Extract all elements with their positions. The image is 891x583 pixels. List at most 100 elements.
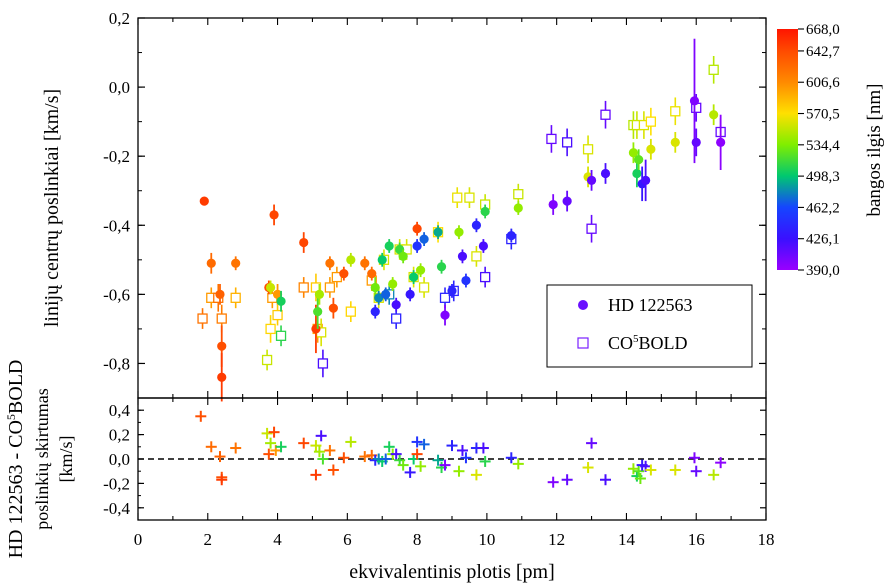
- x-tick-label: 2: [204, 530, 213, 549]
- colorbar-tick-label: 426,1: [806, 232, 840, 248]
- difference-point: [690, 465, 702, 477]
- bottom-data-points: [195, 410, 727, 488]
- difference-point: [338, 452, 350, 464]
- hd122563-point: [634, 155, 644, 165]
- hd122563-point: [709, 110, 719, 120]
- hd122563-point: [433, 227, 443, 237]
- difference-point: [275, 441, 287, 453]
- co5bold-point: [261, 354, 273, 366]
- hd122563-point: [391, 300, 401, 310]
- co5bold-point: [645, 116, 657, 127]
- difference-point: [688, 452, 700, 464]
- co5bold-point: [391, 313, 402, 324]
- hd122563-point: [447, 286, 457, 296]
- legend-marker-hd122563: [578, 300, 588, 310]
- hd122563-point: [276, 296, 286, 306]
- colorbar-ticks: 668,0 642,7 606,6 570,5 534,4 498,3 462,2 426,1…: [798, 22, 840, 279]
- difference-point: [547, 476, 559, 488]
- hd122563-point: [440, 310, 450, 320]
- difference-point: [432, 454, 444, 466]
- hd122563-point: [367, 269, 377, 279]
- hd122563-point: [328, 303, 338, 313]
- difference-point: [479, 455, 491, 467]
- top-y-tick-label: -0,4: [103, 216, 130, 235]
- co5bold-point: [513, 189, 524, 200]
- hd122563-point: [632, 168, 642, 179]
- difference-point: [313, 446, 325, 458]
- bottom-ticks: 0,4 0,2 0,0 -0,2 -0,40 2 4 6 8 10 12 14 16 18: [103, 397, 775, 549]
- difference-point: [205, 441, 217, 453]
- co5bold-point: [216, 313, 227, 324]
- hd122563-point: [360, 258, 370, 268]
- bottom-y-axis-title-line3: [km/s]: [56, 436, 76, 483]
- top-y-tick-label: 0,0: [109, 78, 130, 97]
- co5bold-point: [317, 358, 329, 369]
- difference-point: [418, 438, 430, 450]
- difference-point: [582, 462, 594, 474]
- x-tick-label: 6: [343, 530, 352, 549]
- co5bold-point: [298, 282, 309, 293]
- hd122563-point: [412, 241, 422, 251]
- colorbar-tick-label: 534,4: [806, 138, 840, 154]
- legend-label-co5bold: CO5BOLD: [608, 333, 688, 353]
- colorbar-tick-label: 570,5: [806, 107, 840, 123]
- difference-point: [411, 436, 423, 448]
- x-tick-label: 18: [758, 530, 775, 549]
- hd122563-point: [269, 210, 279, 220]
- co5bold-point: [272, 309, 283, 321]
- top-y-tick-label: -0,2: [103, 147, 130, 166]
- colorbar: 668,0 642,7 606,6 570,5 534,4 498,3 462,2 426,1…: [777, 22, 885, 279]
- bottom-y-tick-label: 0,0: [109, 450, 130, 469]
- hd122563-point: [381, 289, 391, 299]
- hd122563-point: [716, 137, 726, 147]
- difference-point: [310, 469, 322, 481]
- legend-label-hd122563: HD 122563: [608, 295, 693, 315]
- difference-point: [439, 459, 451, 471]
- top-y-axis-title: linijų centrų poslinkiai [km/s]: [41, 89, 63, 327]
- difference-point: [669, 464, 681, 476]
- difference-point: [268, 426, 280, 438]
- difference-point: [415, 460, 427, 472]
- co5bold-point: [600, 109, 611, 120]
- hd122563-point: [454, 227, 464, 237]
- difference-point: [230, 442, 242, 454]
- hd122563-point: [370, 282, 380, 293]
- difference-point: [715, 457, 727, 469]
- co5bold-point: [418, 282, 430, 293]
- hd122563-point: [325, 258, 335, 268]
- hd122563-point: [562, 196, 572, 206]
- hd122563-point: [548, 199, 558, 210]
- hd122563-point: [457, 251, 468, 261]
- hd122563-point: [377, 255, 387, 265]
- colorbar-tick-label: 668,0: [806, 22, 840, 38]
- co5bold-point: [582, 144, 594, 155]
- hd122563-point: [215, 289, 225, 299]
- difference-point: [460, 452, 472, 464]
- hd122563-point: [346, 255, 356, 265]
- colorbar-title: bangos ilgis [nm]: [864, 84, 885, 217]
- hd122563-point: [513, 203, 523, 213]
- difference-point: [627, 463, 639, 475]
- bottom-y-tick-label: -0,4: [103, 499, 130, 518]
- x-tick-label: 8: [413, 530, 422, 549]
- hd122563-point: [384, 241, 394, 251]
- x-tick-label: 0: [134, 530, 143, 549]
- top-y-tick-label: 0,2: [109, 9, 130, 28]
- bottom-y-tick-label: 0,2: [109, 426, 130, 445]
- colorbar-tick-label: 390,0: [806, 263, 840, 279]
- hd122563-point: [374, 293, 384, 303]
- bottom-y-tick-label: -0,2: [103, 474, 130, 493]
- difference-point: [315, 430, 327, 442]
- top-data-points: [197, 38, 726, 402]
- colorbar-tick-label: 498,3: [806, 169, 840, 185]
- difference-point: [456, 444, 468, 456]
- hd122563-point: [395, 244, 405, 255]
- hd122563-point: [199, 196, 209, 206]
- difference-point: [645, 464, 657, 476]
- hd122563-point: [691, 137, 701, 147]
- co5bold-point: [546, 133, 557, 145]
- bottom-plot-frame: [137, 397, 767, 521]
- difference-point: [512, 458, 524, 470]
- co5bold-point: [265, 323, 276, 335]
- difference-point: [383, 441, 395, 453]
